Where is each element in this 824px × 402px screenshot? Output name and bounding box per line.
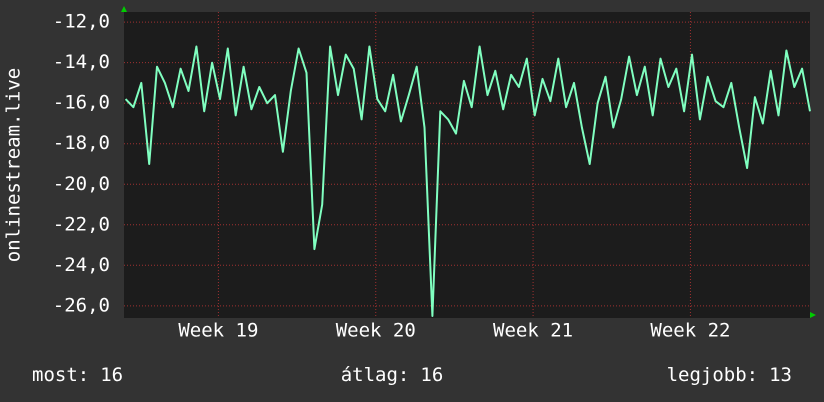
stat: legjobb: 13 — [667, 364, 792, 386]
stat-label: legjobb: — [667, 364, 759, 386]
y-axis-label: onlinestream.live — [3, 68, 25, 262]
y-tick-label: -18,0 — [53, 132, 110, 154]
y-tick-label: -20,0 — [53, 173, 110, 195]
stat-value: 13 — [769, 364, 792, 386]
axis-arrow — [121, 6, 127, 12]
y-tick-label: -26,0 — [53, 294, 110, 316]
x-tick-label: Week 21 — [493, 320, 573, 342]
y-tick-label: -24,0 — [53, 254, 110, 276]
y-tick-label: -22,0 — [53, 213, 110, 235]
y-tick-label: -16,0 — [53, 92, 110, 114]
y-tick-label: -12,0 — [53, 11, 110, 33]
stat-value: 16 — [420, 364, 443, 386]
stat: átlag: 16 — [341, 364, 444, 386]
x-tick-label: Week 19 — [178, 320, 258, 342]
stat: most: 16 — [32, 364, 123, 386]
y-tick-label: -14,0 — [53, 51, 110, 73]
stat-label: most: — [32, 364, 89, 386]
x-tick-label: Week 20 — [336, 320, 416, 342]
stat-value: 16 — [100, 364, 123, 386]
stat-label: átlag: — [341, 364, 410, 386]
axis-arrow — [810, 312, 816, 318]
x-tick-label: Week 22 — [650, 320, 730, 342]
data-line — [124, 45, 811, 317]
